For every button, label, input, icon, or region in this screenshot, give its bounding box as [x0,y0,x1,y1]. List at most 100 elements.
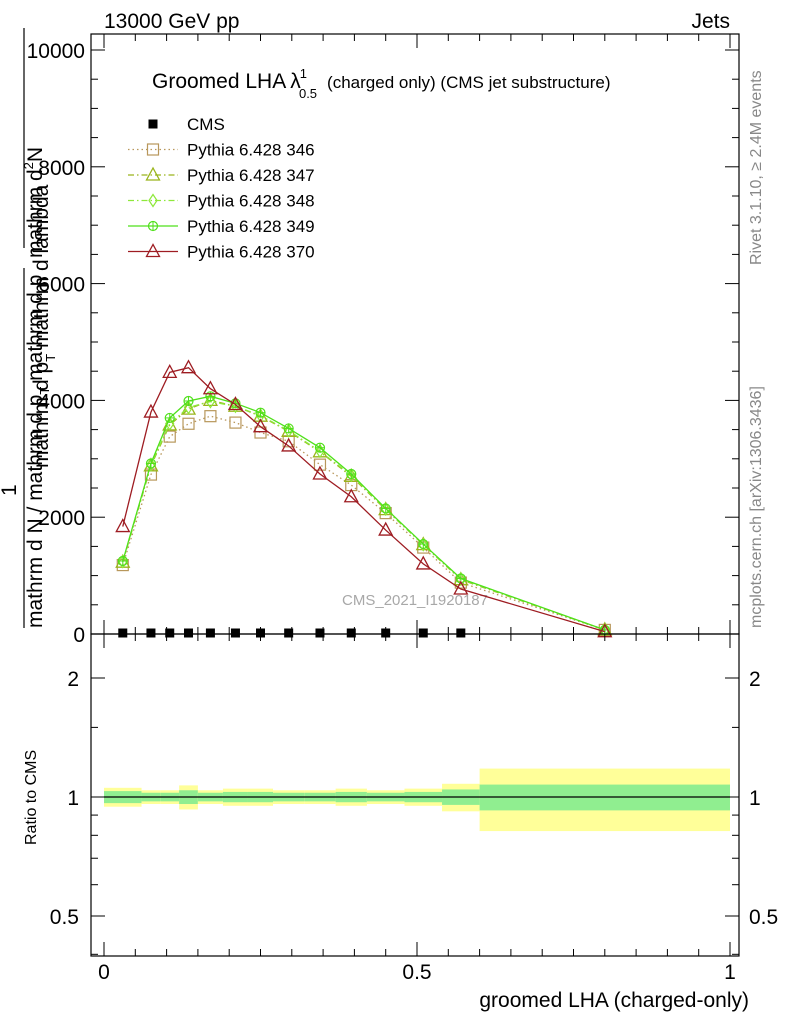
data-point [380,501,391,517]
data-point [145,458,157,469]
legend-marker [145,243,161,258]
ratio-y-tick-label: 1 [67,787,79,810]
data-point [346,468,357,480]
series-0 [118,628,466,638]
legend: CMS Pythia 6.428 346 Pythia 6.428 347 Pythi… [128,115,315,262]
svg-text:mathrm d pT mathrm d lambda: mathrm d pT mathrm d lambda [30,184,58,468]
data-point [146,457,156,472]
main-series-group [115,359,613,638]
x-tick-label: 0 [98,961,110,984]
data-point [314,442,326,453]
y-tick-label: 4000 [38,390,85,413]
main-axes: 0 2000 4000 6000 8000 10000 [27,34,739,647]
data-point [256,628,265,638]
x-tick-label: 0.5 [402,961,431,984]
ratio-band-group [104,768,730,832]
legend-entry: Pythia 6.428 349 [128,217,315,236]
y-axis-label: mathrm d2N mathrm d pT mathrm d lambda 1… [0,28,58,628]
data-point [281,437,297,452]
data-point [205,628,215,638]
data-point [202,380,219,395]
svg-text:1: 1 [0,484,21,496]
legend-entry: Pythia 6.428 347 [128,166,315,185]
legend-marker [147,220,159,232]
data-point [315,628,325,638]
ratio-y-tick-label-right: 0.5 [749,906,778,929]
legend-entry: Pythia 6.428 346 [128,141,315,160]
legend-marker [148,193,158,208]
data-point [381,628,391,638]
data-point [456,628,466,638]
data-point [380,503,391,514]
legend-marker [146,143,160,156]
data-point [183,395,194,407]
svg-text:mathrm d2N: mathrm d2N [21,147,47,258]
data-point [453,580,469,595]
data-point [146,628,156,638]
data-point [284,628,294,638]
legend-entry: Pythia 6.428 348 [128,192,315,211]
data-point [415,555,431,570]
series-4 [117,391,610,636]
ratio-y-tick-label-right: 1 [749,787,761,810]
x-tick-label: 1 [724,961,736,984]
legend-marker [145,166,161,181]
data-point [118,554,128,569]
data-point [255,407,266,418]
y-tick-label: 2000 [38,507,85,530]
legend-entry: Pythia 6.428 370 [128,243,315,262]
process-label: Jets [691,10,730,33]
data-point [378,521,394,536]
data-point [115,518,131,533]
data-point [204,410,217,423]
collision-label: 13000 GeV pp [104,10,239,33]
data-point [283,423,294,434]
ratio-y-label: Ratio to CMS [23,750,40,845]
ratio-y-tick-label: 0.5 [50,906,79,929]
data-point [346,628,356,638]
y-tick-label: 8000 [38,157,85,180]
x-axis-label: groomed LHA (charged-only) [479,989,749,1012]
legend-label: Pythia 6.428 348 [187,192,315,211]
data-point [230,628,240,638]
data-point [143,403,159,418]
y-tick-label: 10000 [27,40,85,63]
data-point [117,555,128,567]
rivet-version-label: Rivet 3.1.10, ≥ 2.4M events [748,70,765,265]
series-5 [115,359,613,638]
data-point [144,468,158,481]
analysis-watermark: CMS_2021_I1920187 [342,592,488,609]
data-point [165,628,175,638]
legend-entry: CMS [148,115,225,134]
data-point [252,418,269,433]
data-point [229,416,242,429]
data-point [418,537,428,552]
data-point [343,488,359,503]
ratio-plot-frame [90,633,740,957]
legend-label: Pythia 6.428 370 [187,243,315,262]
data-point [456,572,466,587]
legend-label: Pythia 6.428 347 [187,166,315,185]
data-point [162,364,178,379]
data-point [418,538,429,550]
legend-label: CMS [187,115,225,134]
data-point [184,628,194,638]
data-point [418,628,428,638]
svg-text:mathrm d N / mathrm d pT mathr: mathrm d N / mathrm d pT mathrm d p [24,275,52,628]
y-tick-label: 0 [73,624,85,647]
legend-label: Pythia 6.428 349 [187,217,315,236]
data-point [164,412,175,424]
data-point [180,359,197,374]
data-point [182,417,195,430]
series-line [122,415,606,631]
legend-marker [148,119,158,129]
data-point [312,465,328,480]
data-point [118,628,128,638]
data-point [183,400,194,415]
plot-title: Groomed LHA λ1 0.5(charged only) (CMS jet … [152,66,610,101]
legend-label: Pythia 6.428 346 [187,141,315,160]
ratio-y-tick-label-right: 2 [749,668,761,691]
y-tick-label: 6000 [38,274,85,297]
data-point [227,396,244,411]
